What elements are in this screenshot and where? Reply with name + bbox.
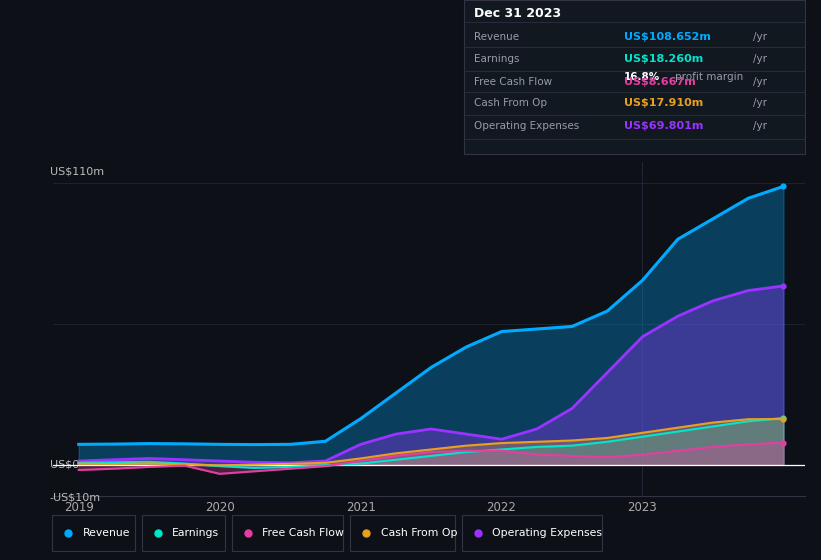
Text: Free Cash Flow: Free Cash Flow [474,77,553,87]
Text: Earnings: Earnings [474,54,520,63]
Text: /yr: /yr [754,98,768,108]
Text: 16.8%: 16.8% [624,72,660,82]
FancyBboxPatch shape [142,515,225,552]
Text: Cash From Op: Cash From Op [474,98,547,108]
Text: /yr: /yr [754,54,768,63]
Text: profit margin: profit margin [675,72,743,82]
FancyBboxPatch shape [232,515,343,552]
Text: US$17.910m: US$17.910m [624,98,704,108]
Text: US$108.652m: US$108.652m [624,32,711,42]
Text: Dec 31 2023: Dec 31 2023 [474,7,562,20]
Text: US$69.801m: US$69.801m [624,122,704,131]
Text: /yr: /yr [754,77,768,87]
Text: US$110m: US$110m [49,166,103,176]
Text: Earnings: Earnings [172,529,219,538]
Text: US$0: US$0 [49,460,79,470]
Text: /yr: /yr [754,32,768,42]
Text: Revenue: Revenue [83,529,130,538]
FancyBboxPatch shape [351,515,455,552]
Text: Revenue: Revenue [474,32,519,42]
FancyBboxPatch shape [53,515,135,552]
Text: Free Cash Flow: Free Cash Flow [262,529,344,538]
Text: US$18.260m: US$18.260m [624,54,704,63]
Text: Operating Expenses: Operating Expenses [474,122,580,131]
Text: US$8.667m: US$8.667m [624,77,695,87]
Text: -US$10m: -US$10m [49,492,101,502]
Text: Operating Expenses: Operating Expenses [492,529,602,538]
Text: /yr: /yr [754,122,768,131]
FancyBboxPatch shape [464,0,805,154]
Text: Cash From Op: Cash From Op [381,529,457,538]
FancyBboxPatch shape [462,515,602,552]
